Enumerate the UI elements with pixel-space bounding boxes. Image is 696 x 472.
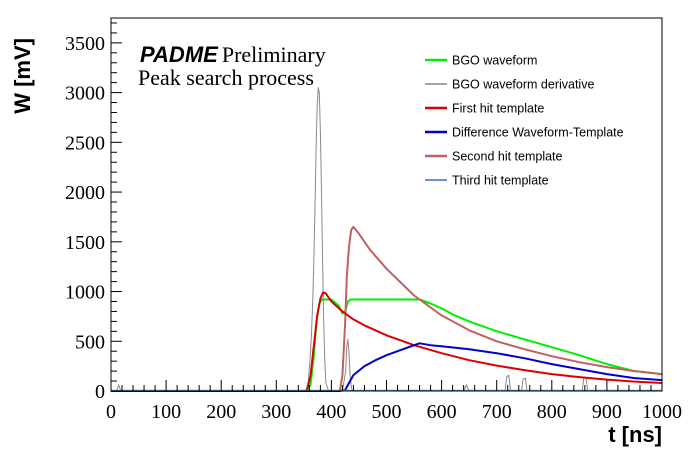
y-tick-label: 3500 bbox=[65, 33, 105, 55]
legend-label: Second hit template bbox=[452, 150, 563, 164]
annotation-preliminary: Preliminary bbox=[222, 42, 326, 67]
legend-label: First hit template bbox=[452, 102, 544, 116]
y-tick-label: 500 bbox=[75, 331, 105, 353]
x-tick-label: 800 bbox=[537, 401, 567, 423]
x-tick-label: 300 bbox=[261, 401, 291, 423]
x-tick-label: 500 bbox=[372, 401, 402, 423]
legend-label: Difference Waveform-Template bbox=[452, 126, 624, 140]
x-tick-label: 200 bbox=[206, 401, 236, 423]
legend-label: BGO waveform derivative bbox=[452, 78, 594, 92]
x-tick-label: 900 bbox=[592, 401, 622, 423]
x-tick-label: 400 bbox=[316, 401, 346, 423]
y-axis-title: W [mV] bbox=[10, 38, 35, 114]
x-axis-title: t [ns] bbox=[608, 422, 662, 447]
x-tick-label: 600 bbox=[427, 401, 457, 423]
x-tick-label: 1000 bbox=[642, 401, 682, 423]
annotation-brand: PADME Preliminary bbox=[140, 42, 326, 67]
y-tick-label: 3000 bbox=[65, 83, 105, 105]
y-tick-label: 2500 bbox=[65, 132, 105, 154]
series-line-2 bbox=[111, 291, 663, 392]
y-tick-label: 1000 bbox=[65, 282, 105, 304]
legend: BGO waveform BGO waveform derivative First… bbox=[425, 54, 624, 188]
annotation-padme: PADME bbox=[140, 42, 219, 67]
x-tick-label: 0 bbox=[106, 401, 116, 423]
series-line-0 bbox=[111, 298, 663, 392]
x-axis-ticks: 0 100 200 300 400 500 600 700 800 900 1000 bbox=[106, 380, 682, 423]
y-tick-label: 0 bbox=[95, 381, 105, 403]
series-line-4 bbox=[111, 225, 663, 392]
x-tick-label: 100 bbox=[151, 401, 181, 423]
legend-label: Third hit template bbox=[452, 174, 549, 188]
y-tick-label: 2000 bbox=[65, 182, 105, 204]
x-tick-label: 700 bbox=[482, 401, 512, 423]
y-tick-label: 1500 bbox=[65, 232, 105, 254]
annotation-subtitle: Peak search process bbox=[138, 65, 314, 90]
y-axis-ticks: 0 500 1000 1500 2000 2500 3000 3500 bbox=[65, 22, 122, 403]
legend-label: BGO waveform bbox=[452, 54, 537, 68]
series-line-1 bbox=[111, 87, 662, 392]
